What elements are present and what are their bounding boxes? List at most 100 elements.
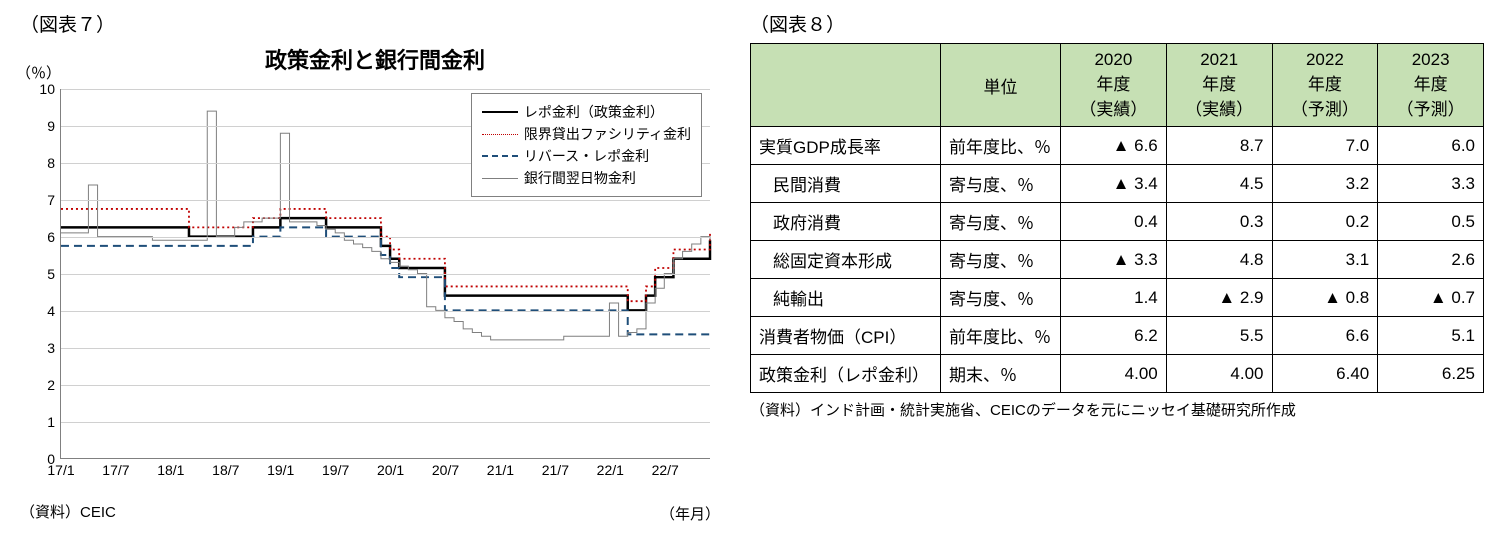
table-header: 単位 bbox=[941, 44, 1061, 127]
legend-row: 限界貸出ファシリティ金利 bbox=[482, 124, 691, 144]
figure-7-panel: （図表７） （％） 政策金利と銀行間金利 レポ金利（政策金利）限界貸出ファシリテ… bbox=[0, 0, 740, 540]
table-source: （資料）インド計画・統計実施省、CEICのデータを元にニッセイ基礎研究所作成 bbox=[750, 399, 1484, 420]
ytick-label: 6 bbox=[47, 229, 55, 245]
table-row: 政策金利（レポ金利）期末、％4.004.006.406.25 bbox=[751, 355, 1484, 393]
row-value: 3.1 bbox=[1272, 241, 1378, 279]
legend-swatch bbox=[482, 111, 518, 113]
gridline bbox=[61, 237, 710, 238]
figure-8-panel: （図表８） 単位2020年度（実績）2021年度（実績）2022年度（予測）20… bbox=[740, 0, 1504, 540]
chart-area: レポ金利（政策金利）限界貸出ファシリティ金利リバース・レポ金利銀行間翌日物金利 … bbox=[20, 79, 720, 499]
gridline bbox=[61, 422, 710, 423]
chart-legend: レポ金利（政策金利）限界貸出ファシリティ金利リバース・レポ金利銀行間翌日物金利 bbox=[471, 93, 702, 197]
row-value: 4.8 bbox=[1166, 241, 1272, 279]
legend-row: リバース・レポ金利 bbox=[482, 146, 691, 166]
xtick-label: 18/7 bbox=[212, 462, 239, 478]
legend-label: レポ金利（政策金利） bbox=[524, 102, 664, 122]
row-label: 政策金利（レポ金利） bbox=[751, 355, 941, 393]
row-label: 実質GDP成長率 bbox=[751, 127, 941, 165]
row-value: ▲ 3.3 bbox=[1061, 241, 1167, 279]
row-value: 0.3 bbox=[1166, 203, 1272, 241]
ytick-label: 2 bbox=[47, 377, 55, 393]
row-label: 消費者物価（CPI） bbox=[751, 317, 941, 355]
row-value: ▲ 0.8 bbox=[1272, 279, 1378, 317]
row-label: 民間消費 bbox=[751, 165, 941, 203]
row-unit: 期末、％ bbox=[941, 355, 1061, 393]
table-row: 実質GDP成長率前年度比、％▲ 6.68.77.06.0 bbox=[751, 127, 1484, 165]
series-line bbox=[61, 218, 710, 310]
ytick-label: 3 bbox=[47, 340, 55, 356]
figure-8-label: （図表８） bbox=[750, 10, 1484, 37]
legend-row: 銀行間翌日物金利 bbox=[482, 168, 691, 188]
gridline bbox=[61, 348, 710, 349]
xtick-label: 22/1 bbox=[597, 462, 624, 478]
xtick-label: 19/7 bbox=[322, 462, 349, 478]
row-value: 6.40 bbox=[1272, 355, 1378, 393]
row-value: 7.0 bbox=[1272, 127, 1378, 165]
table-header: 2022年度（予測） bbox=[1272, 44, 1378, 127]
table-header: 2021年度（実績） bbox=[1166, 44, 1272, 127]
row-value: 0.5 bbox=[1378, 203, 1484, 241]
row-value: 3.3 bbox=[1378, 165, 1484, 203]
xtick-label: 18/1 bbox=[157, 462, 184, 478]
ytick-label: 9 bbox=[47, 118, 55, 134]
row-value: 8.7 bbox=[1166, 127, 1272, 165]
table-row: 総固定資本形成寄与度、％▲ 3.34.83.12.6 bbox=[751, 241, 1484, 279]
row-unit: 寄与度、％ bbox=[941, 165, 1061, 203]
row-value: 6.2 bbox=[1061, 317, 1167, 355]
plot-area: レポ金利（政策金利）限界貸出ファシリティ金利リバース・レポ金利銀行間翌日物金利 … bbox=[60, 89, 710, 459]
xtick-label: 20/1 bbox=[377, 462, 404, 478]
gridline bbox=[61, 89, 710, 90]
row-label: 純輸出 bbox=[751, 279, 941, 317]
table-row: 民間消費寄与度、％▲ 3.44.53.23.3 bbox=[751, 165, 1484, 203]
row-unit: 寄与度、％ bbox=[941, 279, 1061, 317]
xtick-label: 19/1 bbox=[267, 462, 294, 478]
ytick-label: 5 bbox=[47, 266, 55, 282]
legend-row: レポ金利（政策金利） bbox=[482, 102, 691, 122]
table-row: 純輸出寄与度、％1.4▲ 2.9▲ 0.8▲ 0.7 bbox=[751, 279, 1484, 317]
row-value: 4.5 bbox=[1166, 165, 1272, 203]
row-value: 5.1 bbox=[1378, 317, 1484, 355]
row-value: 4.00 bbox=[1061, 355, 1167, 393]
chart-xlabel: （年月） bbox=[660, 503, 730, 524]
ytick-label: 7 bbox=[47, 192, 55, 208]
row-label: 政府消費 bbox=[751, 203, 941, 241]
ytick-label: 4 bbox=[47, 303, 55, 319]
row-value: 3.2 bbox=[1272, 165, 1378, 203]
row-value: ▲ 3.4 bbox=[1061, 165, 1167, 203]
row-value: 6.6 bbox=[1272, 317, 1378, 355]
legend-label: 限界貸出ファシリティ金利 bbox=[524, 124, 691, 144]
row-value: 5.5 bbox=[1166, 317, 1272, 355]
legend-swatch bbox=[482, 155, 518, 157]
gridline bbox=[61, 311, 710, 312]
gridline bbox=[61, 385, 710, 386]
xtick-label: 21/1 bbox=[487, 462, 514, 478]
row-value: 2.6 bbox=[1378, 241, 1484, 279]
ytick-label: 10 bbox=[39, 81, 55, 97]
table-header: 2020年度（実績） bbox=[1061, 44, 1167, 127]
chart-title: 政策金利と銀行間金利 bbox=[20, 43, 730, 75]
legend-label: リバース・レポ金利 bbox=[524, 146, 649, 166]
row-value: 6.0 bbox=[1378, 127, 1484, 165]
ytick-label: 1 bbox=[47, 414, 55, 430]
data-table: 単位2020年度（実績）2021年度（実績）2022年度（予測）2023年度（予… bbox=[750, 43, 1484, 393]
row-value: 0.2 bbox=[1272, 203, 1378, 241]
gridline bbox=[61, 274, 710, 275]
gridline bbox=[61, 200, 710, 201]
row-unit: 前年度比、％ bbox=[941, 317, 1061, 355]
legend-swatch bbox=[482, 178, 518, 179]
row-value: ▲ 0.7 bbox=[1378, 279, 1484, 317]
row-value: 4.00 bbox=[1166, 355, 1272, 393]
series-line bbox=[61, 227, 710, 334]
row-unit: 前年度比、％ bbox=[941, 127, 1061, 165]
row-value: ▲ 2.9 bbox=[1166, 279, 1272, 317]
xtick-label: 22/7 bbox=[652, 462, 679, 478]
legend-swatch bbox=[482, 134, 518, 135]
table-row: 消費者物価（CPI）前年度比、％6.25.56.65.1 bbox=[751, 317, 1484, 355]
row-unit: 寄与度、％ bbox=[941, 241, 1061, 279]
figure-7-label: （図表７） bbox=[20, 10, 730, 37]
xtick-label: 21/7 bbox=[542, 462, 569, 478]
row-unit: 寄与度、％ bbox=[941, 203, 1061, 241]
row-value: ▲ 6.6 bbox=[1061, 127, 1167, 165]
ytick-label: 8 bbox=[47, 155, 55, 171]
chart-source: （資料）CEIC bbox=[20, 501, 116, 524]
